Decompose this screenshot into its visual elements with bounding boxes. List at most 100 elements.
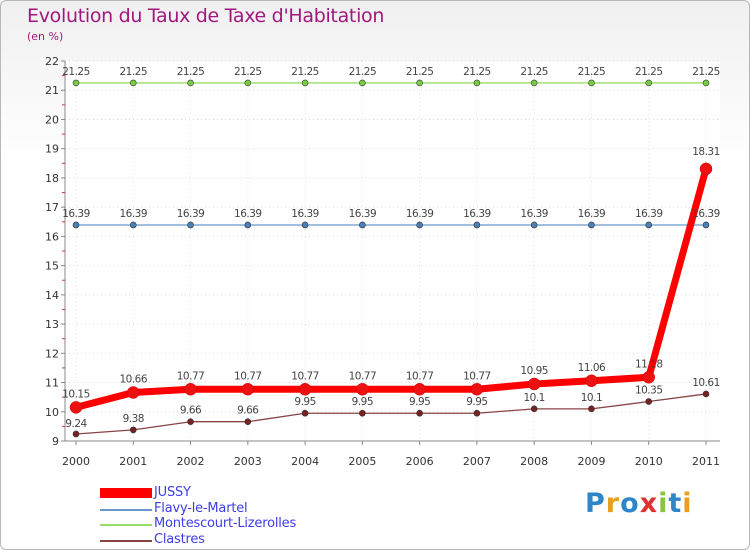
data-point [642, 371, 655, 384]
data-label: 11.06 [578, 362, 606, 374]
data-label: 11.18 [635, 358, 663, 370]
logo-letter: i [682, 488, 693, 519]
data-label: 21.25 [62, 66, 90, 78]
data-point [72, 430, 80, 438]
data-label: 21.25 [635, 66, 663, 78]
data-label: 10.77 [291, 370, 319, 382]
y-tick-label: 11 [45, 377, 59, 390]
data-label: 10.77 [349, 370, 377, 382]
x-tick-label: 2005 [348, 455, 376, 468]
data-point [530, 221, 538, 229]
y-tick-label: 19 [45, 143, 59, 156]
chart-title: Evolution du Taux de Taxe d'Habitation [27, 5, 385, 27]
legend-label-montescourt: Montescourt-Lizerolles [154, 516, 297, 531]
legend-swatch-clastres [100, 539, 152, 542]
legend-swatch-jussy [100, 488, 152, 498]
data-label: 10.1 [523, 392, 544, 404]
data-point [527, 377, 541, 391]
data-label: 10.66 [119, 373, 147, 385]
data-point [588, 79, 595, 87]
x-tick-label: 2007 [463, 455, 491, 468]
data-label: 21.25 [520, 66, 548, 78]
data-point [129, 221, 137, 229]
y-tick-label: 20 [45, 113, 59, 126]
data-point [530, 405, 538, 413]
series-line-clastres [75, 393, 707, 435]
x-tick-label: 2003 [234, 455, 262, 468]
data-label: 10.95 [520, 365, 548, 377]
data-point [699, 162, 713, 176]
data-label: 16.39 [520, 208, 548, 220]
logo-letter: P [585, 488, 606, 519]
chart-unit-label: (en %) [27, 30, 64, 43]
x-tick-label: 2009 [577, 455, 605, 468]
data-point [645, 221, 653, 229]
data-point [241, 383, 255, 396]
data-label: 9.66 [180, 405, 202, 417]
y-tick-label: 9 [52, 435, 59, 448]
data-label: 21.25 [349, 66, 377, 78]
data-label: 21.25 [463, 66, 491, 78]
x-tick-label: 2011 [692, 455, 720, 468]
data-point [72, 79, 80, 87]
legend-swatch-montescourt [100, 524, 152, 526]
logo-letter: r [605, 488, 621, 519]
data-label: 10.77 [463, 370, 491, 382]
y-tick-label: 21 [45, 84, 59, 97]
data-point [702, 390, 710, 398]
plot-area [65, 61, 720, 441]
data-point [187, 418, 194, 426]
data-point [585, 374, 598, 388]
data-point [359, 221, 366, 229]
legend-swatch-flavy [100, 508, 152, 511]
data-label: 16.39 [463, 208, 491, 220]
data-label: 21.25 [291, 66, 319, 78]
data-label: 9.95 [294, 396, 315, 408]
data-point [588, 221, 595, 229]
data-label: 16.39 [349, 208, 377, 220]
data-label: 21.25 [177, 66, 205, 78]
data-label: 16.39 [578, 208, 606, 220]
data-label: 18.31 [692, 146, 720, 158]
data-point [184, 383, 197, 396]
proxiti-logo: Proxiti [585, 488, 693, 519]
data-label: 21.25 [692, 66, 720, 78]
data-point [244, 221, 252, 229]
data-point [129, 79, 137, 87]
data-label: 21.25 [119, 66, 147, 78]
data-label: 10.15 [62, 388, 90, 400]
data-point [301, 409, 309, 417]
data-point [588, 405, 595, 413]
data-point [473, 221, 481, 229]
data-label: 10.61 [692, 377, 720, 389]
data-label: 21.25 [234, 66, 262, 78]
data-point [645, 398, 653, 405]
y-tick-label: 13 [45, 318, 59, 331]
x-tick-label: 2004 [291, 455, 319, 468]
x-tick-label: 2006 [406, 455, 434, 468]
x-tick-label: 2001 [119, 455, 147, 468]
data-point [356, 383, 369, 396]
y-tick-label: 14 [45, 289, 59, 302]
data-label: 16.39 [406, 208, 434, 220]
data-label: 10.1 [581, 392, 602, 404]
data-label: 21.25 [578, 66, 606, 78]
data-point [645, 79, 653, 87]
data-point [530, 79, 538, 87]
data-point [416, 221, 423, 229]
data-label: 9.24 [65, 418, 87, 430]
data-label: 9.95 [352, 396, 373, 408]
data-point [416, 409, 423, 417]
series-line-jussy [72, 165, 710, 411]
data-point [473, 409, 481, 417]
data-point [359, 79, 366, 87]
data-label: 16.39 [291, 208, 319, 220]
data-label: 16.39 [62, 208, 90, 220]
data-label: 16.39 [234, 208, 262, 220]
x-tick-label: 2008 [520, 455, 548, 468]
y-tick-label: 22 [45, 55, 59, 68]
y-tick-label: 15 [45, 260, 59, 273]
y-tick-label: 12 [45, 347, 59, 360]
data-label: 16.39 [177, 208, 205, 220]
